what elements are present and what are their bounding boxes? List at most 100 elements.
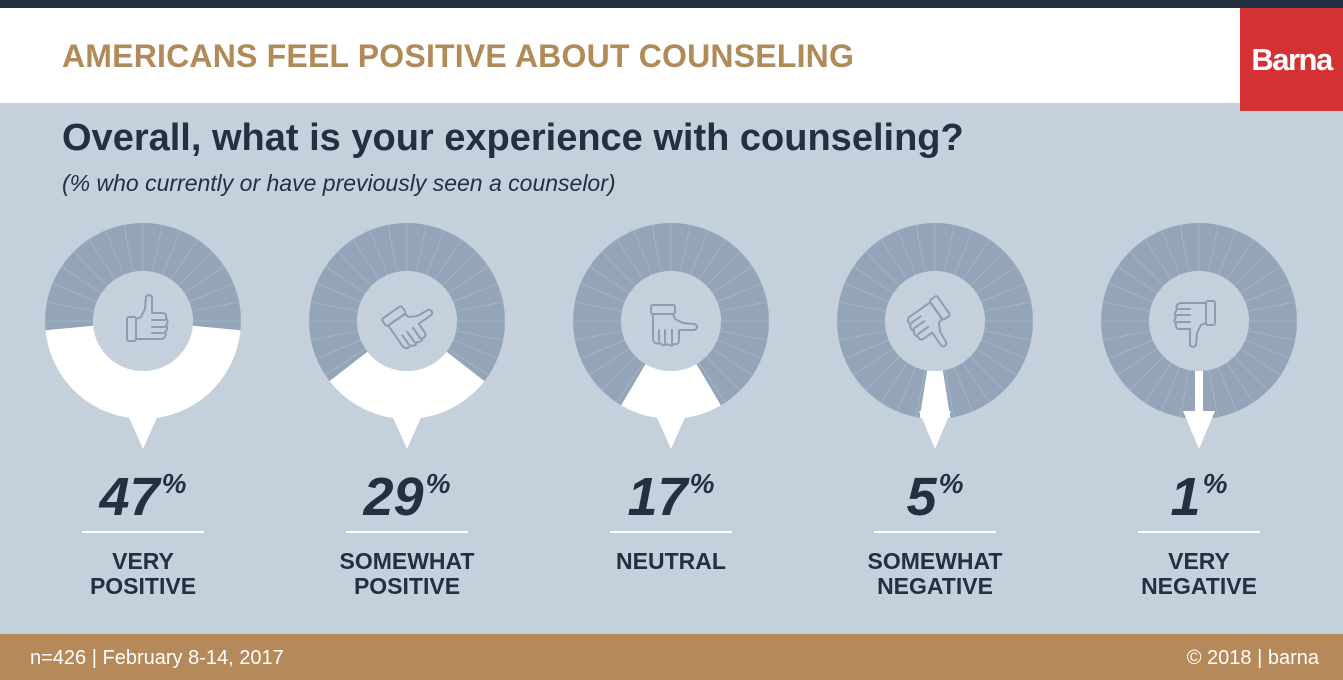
ring-tick — [369, 230, 389, 275]
ring-tick — [981, 339, 1026, 359]
ring-tick — [1102, 330, 1151, 341]
icon-hand — [387, 308, 434, 350]
ring-tick — [1247, 330, 1296, 341]
ring-tick — [442, 251, 477, 286]
ring-tick — [976, 266, 1017, 294]
donut-slice — [621, 364, 721, 419]
thumbs-tilted-down-icon — [906, 295, 951, 348]
value-number: 47 — [99, 467, 160, 527]
ring-tick — [1129, 251, 1164, 286]
category-label: SOMEWHAT POSITIVE — [339, 548, 475, 599]
donut-center — [885, 271, 985, 371]
ring-tick — [1208, 369, 1219, 418]
ring-tick — [712, 348, 753, 376]
ring-tick — [616, 239, 644, 280]
ring-tick — [387, 224, 398, 273]
ring-tick — [161, 230, 181, 275]
ring-tick — [1129, 356, 1164, 391]
thumbs-tilted-up-icon — [381, 305, 434, 350]
ring-tick — [425, 230, 445, 275]
icon-fingers — [658, 329, 673, 344]
value-label: 29% — [307, 466, 507, 528]
ring-tick — [1234, 251, 1269, 286]
icon-hand — [135, 294, 169, 340]
ring-tick — [73, 251, 108, 286]
ring-tick — [1144, 239, 1172, 280]
donut-center — [93, 271, 193, 371]
ring-tick — [962, 239, 990, 280]
ring-tick — [853, 348, 894, 376]
ring-tick — [601, 251, 636, 286]
ring-tick — [981, 283, 1026, 303]
slice-pointer — [127, 413, 159, 449]
ring-tick — [719, 330, 768, 341]
value-label: 5% — [835, 466, 1035, 528]
ring-tick — [1102, 301, 1151, 312]
ring-tick — [915, 369, 926, 418]
ring-tick — [1217, 230, 1237, 275]
ring-tick — [1234, 356, 1269, 391]
ring-tick — [915, 224, 926, 273]
ring-tick — [316, 283, 361, 303]
ring-tick — [434, 239, 462, 280]
icon-fingers — [910, 315, 930, 336]
slice-arrow-head — [919, 411, 951, 449]
ring-tick — [1226, 239, 1254, 280]
ring-tick — [976, 348, 1017, 376]
ring-tick — [455, 301, 504, 312]
ring-tick — [680, 224, 691, 273]
ring-tick — [453, 283, 498, 303]
ring-tick — [1108, 339, 1153, 359]
ring-tick — [1217, 367, 1237, 412]
ring-tick — [880, 239, 908, 280]
ring-tick — [651, 224, 662, 273]
ring-tick — [52, 283, 97, 303]
donut-slice — [329, 351, 485, 419]
ring-tick — [170, 239, 198, 280]
ring-tick — [601, 356, 636, 391]
ring-tick — [616, 362, 644, 403]
value-number: 1 — [1170, 467, 1201, 527]
value-number: 5 — [906, 467, 937, 527]
ring-tick — [983, 330, 1032, 341]
top-bar — [0, 0, 1343, 8]
icon-hand — [906, 301, 948, 348]
ring-tick — [853, 266, 894, 294]
value-label: 17% — [571, 466, 771, 528]
ring-tick — [1179, 224, 1190, 273]
ring-tick — [953, 230, 973, 275]
ring-tick — [698, 362, 726, 403]
ring-tick — [1161, 230, 1181, 275]
donut-center — [621, 271, 721, 371]
chart-subtitle: (% who currently or have previously seen… — [62, 170, 616, 196]
ring-tick — [717, 283, 762, 303]
ring-tick — [1245, 339, 1290, 359]
ring-tick — [962, 362, 990, 403]
ring-tick — [61, 266, 102, 294]
ring-tick — [580, 339, 625, 359]
ring-tick — [712, 266, 753, 294]
donut-1 — [45, 223, 241, 449]
pointing-hand-icon — [650, 304, 698, 347]
ring-tick — [416, 224, 427, 273]
ring-tick — [844, 339, 889, 359]
ring-tick — [589, 266, 630, 294]
donut-5 — [1101, 223, 1297, 449]
ring-tick — [574, 301, 623, 312]
ring-tick — [865, 356, 900, 391]
donut-3 — [573, 223, 769, 449]
ring-tick — [448, 266, 489, 294]
ring-tick — [838, 301, 887, 312]
ring-tick — [717, 339, 762, 359]
header: AMERICANS FEEL POSITIVE ABOUT COUNSELING… — [0, 8, 1343, 111]
donut-center — [357, 271, 457, 371]
ring-tick — [970, 251, 1005, 286]
value-label: 47% — [43, 466, 243, 528]
icon-fingers — [151, 319, 166, 334]
ring-tick — [1208, 224, 1219, 273]
category-label: SOMEWHAT NEGATIVE — [867, 548, 1003, 599]
ring-tick — [123, 224, 134, 273]
ring-tick — [1108, 283, 1153, 303]
ring-tick — [844, 283, 889, 303]
thumbs-up-icon — [126, 294, 169, 342]
